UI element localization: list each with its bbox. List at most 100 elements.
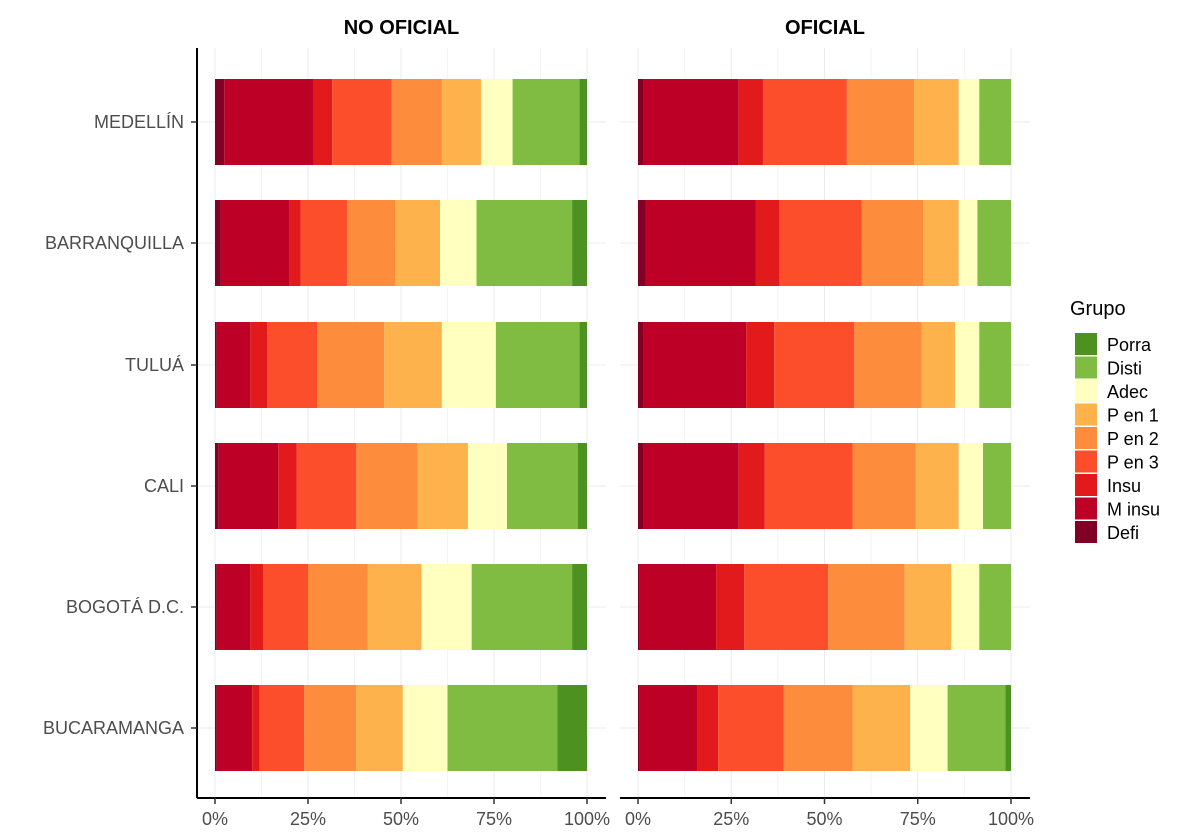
legend-key-disti	[1075, 356, 1097, 379]
bar-segment-oficial-tulua-disti	[979, 322, 1011, 408]
bar-segment-oficial-bucaramanga-p-en-1	[852, 685, 911, 771]
bar-segment-oficial-bogota-d-c-p-en-2	[828, 564, 905, 650]
bar-segment-no-oficial-medellin-p-en-2	[391, 79, 442, 165]
bar-segment-no-oficial-cali-insu	[278, 443, 297, 529]
bar-segment-no-oficial-barranquilla-m-insu	[220, 200, 290, 286]
bar-segment-no-oficial-barranquilla-porra	[572, 200, 587, 286]
legend-key-porra	[1075, 333, 1097, 355]
legend-title: Grupo	[1070, 298, 1126, 320]
x-tick-label: 100%	[564, 809, 610, 829]
legend-key-defi	[1075, 521, 1097, 543]
bar-segment-oficial-bucaramanga-m-insu	[639, 685, 698, 771]
bar-segment-oficial-bogota-d-c-disti	[979, 564, 1011, 650]
bar-segment-no-oficial-barranquilla-defi	[215, 200, 221, 286]
bar-segment-no-oficial-bogota-d-c-p-en-1	[367, 564, 422, 650]
legend-label-defi: Defi	[1107, 523, 1139, 543]
bar-segment-no-oficial-bucaramanga-insu	[252, 685, 260, 771]
bar-segment-no-oficial-barranquilla-p-en-1	[395, 200, 441, 286]
legend-label-disti: Disti	[1107, 359, 1142, 379]
bar-segment-no-oficial-bucaramanga-p-en-2	[304, 685, 357, 771]
bar-segment-oficial-medellin-adec	[958, 79, 980, 165]
bar-segment-no-oficial-tulua-p-en-3	[267, 322, 318, 408]
category-label-cali: CALI	[144, 476, 184, 496]
legend-key-insu	[1075, 474, 1097, 496]
bar-segment-no-oficial-medellin-p-en-3	[332, 79, 392, 165]
bar-segment-no-oficial-medellin-porra	[579, 79, 587, 165]
bar-segment-no-oficial-cali-porra	[577, 443, 587, 529]
bar-segment-oficial-medellin-defi	[638, 79, 644, 165]
bar-segment-no-oficial-barranquilla-adec	[440, 200, 477, 286]
bar-segment-oficial-bucaramanga-insu	[697, 685, 719, 771]
bar-segment-oficial-bogota-d-c-adec	[951, 564, 980, 650]
bar-segment-no-oficial-tulua-p-en-2	[317, 322, 385, 408]
bar-segment-oficial-bucaramanga-adec	[910, 685, 948, 771]
bar-segment-oficial-barranquilla-p-en-2	[861, 200, 924, 286]
legend-label-m-insu: M insu	[1107, 500, 1160, 520]
legend-label-p-en-3: P en 3	[1107, 453, 1159, 473]
bar-segment-oficial-cali-defi	[638, 443, 644, 529]
x-tick-label: 75%	[476, 809, 512, 829]
bar-segment-oficial-bogota-d-c-insu	[716, 564, 745, 650]
bar-segment-oficial-bogota-d-c-p-en-3	[744, 564, 829, 650]
bar-segment-no-oficial-medellin-m-insu	[224, 79, 314, 165]
bar-segment-no-oficial-tulua-disti	[495, 322, 580, 408]
bar-segment-no-oficial-bucaramanga-porra	[557, 685, 587, 771]
bar-segment-oficial-bucaramanga-p-en-2	[783, 685, 853, 771]
bar-segment-oficial-cali-p-en-3	[764, 443, 853, 529]
bar-segment-no-oficial-medellin-insu	[313, 79, 333, 165]
bar-segment-no-oficial-cali-p-en-2	[356, 443, 418, 529]
bar-segment-oficial-bucaramanga-porra	[1005, 685, 1011, 771]
legend-key-p-en-3	[1075, 450, 1097, 473]
bar-segment-no-oficial-bucaramanga-m-insu	[216, 685, 253, 771]
bar-segment-no-oficial-tulua-p-en-1	[384, 322, 442, 408]
x-tick-label: 0%	[625, 809, 651, 829]
bar-segment-no-oficial-bogota-d-c-disti	[471, 564, 573, 650]
bar-segment-no-oficial-bucaramanga-adec	[402, 685, 448, 771]
bar-segment-no-oficial-tulua-porra	[579, 322, 587, 408]
bar-segment-oficial-medellin-p-en-2	[846, 79, 915, 165]
bar-segment-no-oficial-tulua-insu	[250, 322, 268, 408]
bar-segment-no-oficial-tulua-defi	[215, 322, 217, 408]
category-label-bucaramanga: BUCARAMANGA	[43, 718, 184, 738]
bar-segment-oficial-barranquilla-p-en-3	[779, 200, 862, 286]
bar-segment-oficial-medellin-disti	[979, 79, 1011, 165]
bar-segment-oficial-cali-m-insu	[643, 443, 739, 529]
bar-segment-no-oficial-barranquilla-p-en-3	[300, 200, 348, 286]
legend-key-p-en-1	[1075, 403, 1097, 426]
bar-segment-oficial-medellin-insu	[738, 79, 763, 165]
category-label-bogota-d-c: BOGOTÁ D.C.	[66, 597, 184, 617]
bar-segment-no-oficial-cali-p-en-3	[296, 443, 357, 529]
bar-segment-no-oficial-bogota-d-c-insu	[250, 564, 264, 650]
bar-segment-no-oficial-bogota-d-c-defi	[215, 564, 217, 650]
category-label-medellin: MEDELLÍN	[94, 112, 184, 132]
bar-segment-oficial-tulua-insu	[746, 322, 775, 408]
bar-segment-no-oficial-bucaramanga-defi	[215, 685, 217, 771]
bar-segment-oficial-cali-adec	[958, 443, 984, 529]
bar-segment-oficial-medellin-p-en-3	[762, 79, 847, 165]
bar-segment-oficial-barranquilla-m-insu	[645, 200, 756, 286]
bar-segment-no-oficial-medellin-adec	[480, 79, 513, 165]
category-label-tulua: TULUÁ	[125, 355, 184, 375]
bar-segment-no-oficial-bogota-d-c-p-en-3	[263, 564, 308, 650]
bar-segment-no-oficial-bucaramanga-p-en-1	[356, 685, 403, 771]
bar-segment-oficial-cali-p-en-2	[852, 443, 916, 529]
bar-segment-no-oficial-bucaramanga-disti	[447, 685, 558, 771]
bar-segment-oficial-bucaramanga-defi	[638, 685, 640, 771]
bar-segment-oficial-cali-insu	[738, 443, 765, 529]
legend-label-porra: Porra	[1107, 335, 1152, 355]
x-tick-label: 50%	[806, 809, 842, 829]
bar-segment-oficial-barranquilla-disti	[977, 200, 1011, 286]
bar-segment-oficial-bogota-d-c-p-en-1	[904, 564, 952, 650]
bar-segment-oficial-cali-p-en-1	[915, 443, 959, 529]
bar-segment-no-oficial-cali-defi	[215, 443, 219, 529]
bar-segment-no-oficial-bucaramanga-p-en-3	[259, 685, 305, 771]
bar-segment-oficial-tulua-defi	[638, 322, 644, 408]
bar-segment-oficial-barranquilla-p-en-1	[923, 200, 959, 286]
bar-segment-no-oficial-barranquilla-p-en-2	[347, 200, 396, 286]
bar-segment-oficial-bogota-d-c-m-insu	[639, 564, 717, 650]
bar-segment-oficial-tulua-adec	[955, 322, 980, 408]
bar-segment-no-oficial-bogota-d-c-m-insu	[216, 564, 251, 650]
category-label-barranquilla: BARRANQUILLA	[45, 233, 184, 253]
bar-segment-oficial-tulua-p-en-2	[854, 322, 922, 408]
